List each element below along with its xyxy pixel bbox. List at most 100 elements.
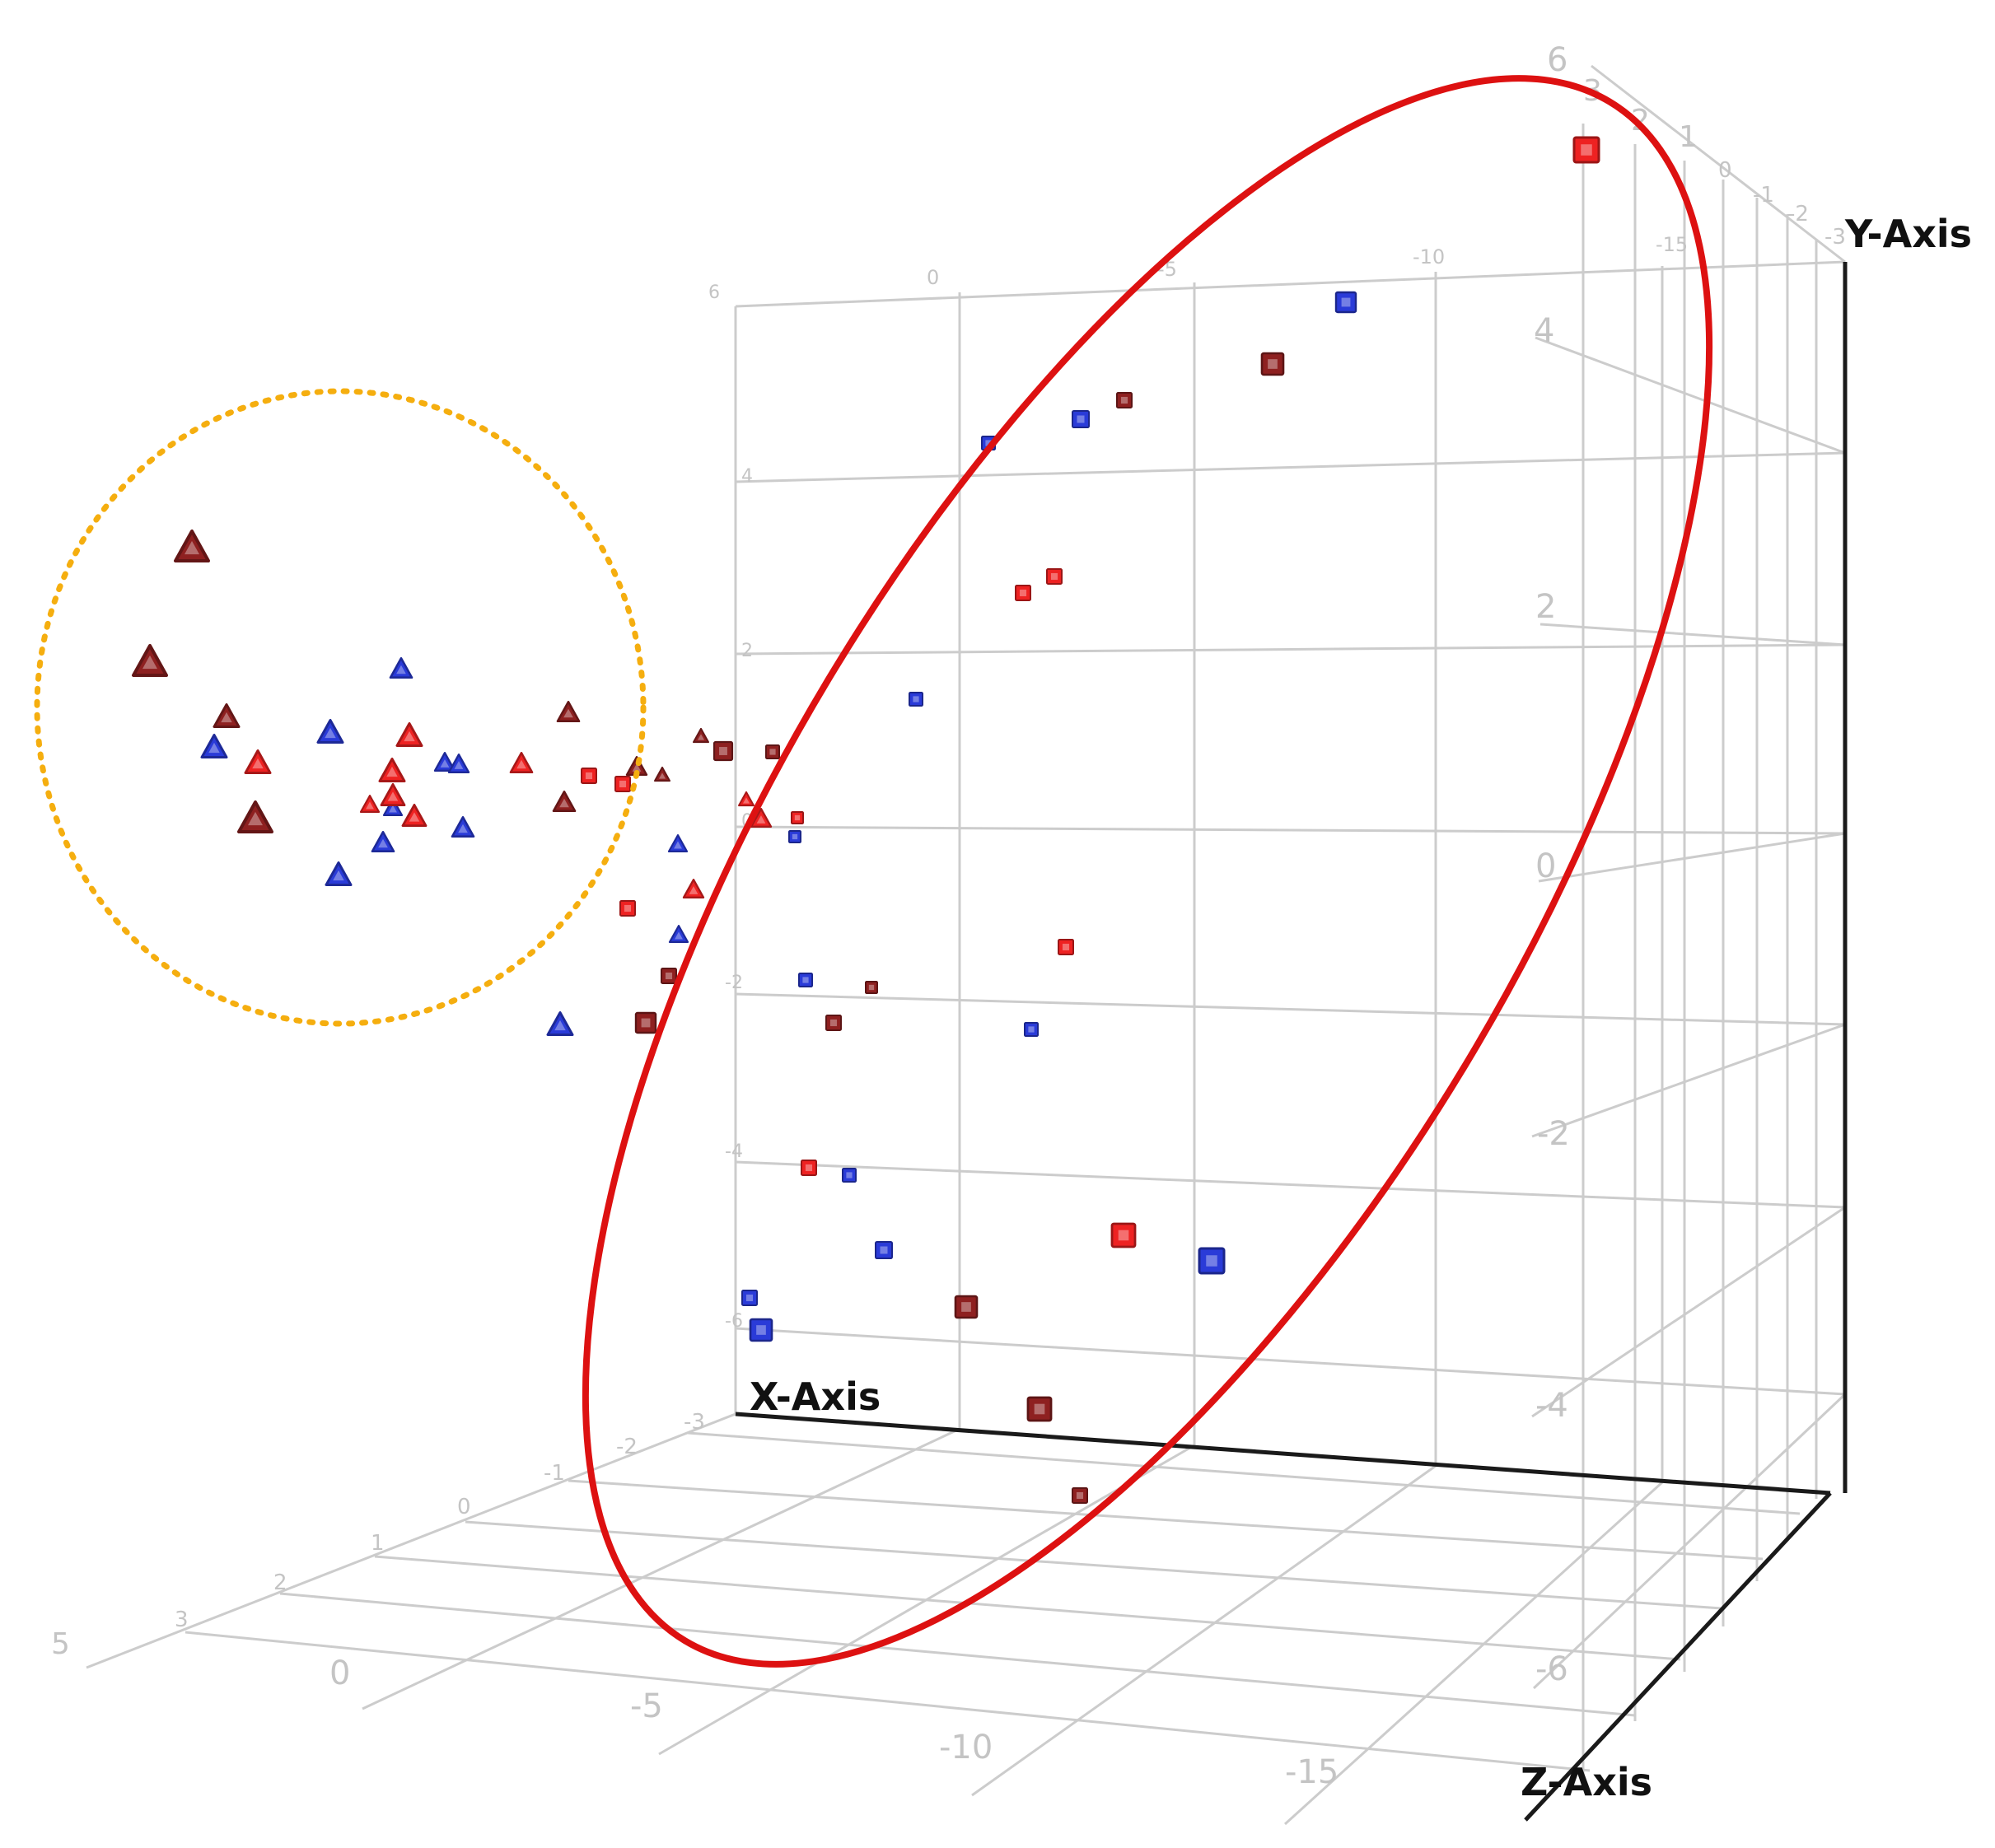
triangle-marker-highlight (142, 655, 157, 670)
triangle-marker (682, 878, 705, 899)
square-marker-highlight (1062, 943, 1070, 951)
x-axis-tick-front: -15 (1285, 1753, 1339, 1791)
triangle-marker-highlight (409, 812, 420, 822)
y-axis-tick-left: 2 (741, 641, 753, 661)
triangle-marker-highlight (366, 801, 374, 810)
square-marker-highlight (829, 1019, 838, 1027)
triangle-marker (316, 719, 344, 744)
data-markers (132, 136, 1600, 1504)
square-marker (1116, 392, 1133, 408)
square-marker (581, 768, 597, 784)
triangle-marker (667, 833, 689, 853)
triangle-marker (401, 804, 428, 827)
triangle-marker-highlight (658, 772, 666, 779)
square-marker (1015, 585, 1031, 601)
y-axis-tick-left: 6 (708, 282, 720, 303)
y-axis-tick-right: 4 (1534, 312, 1554, 350)
triangle-marker-highlight (689, 886, 698, 894)
square-marker (954, 1295, 979, 1319)
triangle-marker (237, 800, 273, 833)
square-marker (712, 740, 734, 762)
square-marker (865, 981, 878, 994)
triangle-marker-highlight (697, 734, 705, 740)
x-axis-title: X-Axis (750, 1374, 881, 1419)
triangle-marker-highlight (563, 708, 573, 718)
triangle-marker (668, 924, 689, 944)
square-marker-highlight (585, 772, 593, 780)
triangle-marker (693, 727, 709, 744)
z-axis-tick-left: 2 (273, 1570, 287, 1595)
square-marker (1110, 1222, 1137, 1248)
triangle-marker-highlight (632, 763, 642, 772)
square-marker (825, 1015, 842, 1031)
square-marker-highlight (1118, 1230, 1129, 1241)
triangle-marker (654, 766, 670, 782)
square-marker (741, 1290, 758, 1306)
triangle-marker (447, 754, 470, 773)
z-axis-title: Z-Axis (1521, 1760, 1652, 1804)
triangle-marker (451, 815, 475, 838)
square-marker-highlight (745, 1294, 754, 1302)
y-axis-tick-right: 0 (1535, 847, 1556, 885)
z-axis-tick-left: 5 (51, 1627, 70, 1661)
square-marker-highlight (868, 984, 875, 991)
triangle-marker (546, 1011, 574, 1036)
back-wall-grid (734, 260, 1846, 1482)
triangle-marker (378, 758, 406, 782)
square-marker-highlight (794, 814, 801, 821)
square-marker-highlight (802, 977, 809, 983)
z-axis-tick-left: -1 (544, 1461, 565, 1486)
square-marker (1198, 1247, 1226, 1275)
triangle-marker-highlight (378, 838, 388, 848)
y-axis-tick-left: -2 (725, 973, 743, 993)
square-marker (765, 744, 780, 759)
square-marker-highlight (619, 780, 627, 788)
square-marker (1046, 568, 1063, 585)
triangle-marker-highlight (675, 931, 683, 940)
square-marker-highlight (792, 833, 798, 840)
square-marker (798, 973, 813, 987)
square-marker (661, 968, 677, 984)
square-marker (634, 1011, 657, 1034)
square-marker (1260, 352, 1285, 376)
y-axis-tick-left: -6 (725, 1311, 743, 1332)
triangle-marker-highlight (185, 540, 199, 555)
triangle-marker (359, 794, 381, 814)
triangle-marker-highlight (386, 766, 398, 777)
y-axis-tick-left: -4 (725, 1141, 743, 1162)
triangle-marker-highlight (333, 870, 344, 881)
z-axis-tick-left: 0 (457, 1495, 471, 1519)
triangle-marker (213, 703, 241, 728)
square-marker-highlight (1268, 359, 1278, 369)
square-marker (614, 776, 631, 792)
square-marker-highlight (1019, 589, 1027, 597)
triangle-marker (556, 700, 581, 723)
z-axis-tick-right: 1 (1679, 120, 1698, 154)
square-marker (619, 900, 636, 917)
triangle-marker-highlight (440, 759, 450, 768)
x-axis-tick-front: -5 (630, 1687, 663, 1725)
triangle-marker-highlight (404, 730, 415, 742)
z-axis-tick-right: -3 (1824, 225, 1846, 250)
square-marker-highlight (846, 1172, 853, 1178)
tick-labels: 0-5-10-150 -5-10-156420-2-4-66420-2-4-653… (51, 41, 1846, 1791)
z-axis-tick-left: 3 (175, 1608, 189, 1632)
square-marker (788, 830, 801, 843)
triangle-marker (750, 808, 773, 828)
square-marker-highlight (1076, 1491, 1084, 1500)
y-axis-tick-right: 6 (1547, 41, 1568, 79)
triangle-marker-highlight (396, 665, 406, 674)
triangle-marker (509, 751, 534, 774)
triangle-cluster-highlight (34, 388, 647, 1027)
triangle-marker (389, 656, 413, 679)
square-marker (875, 1241, 893, 1259)
square-cluster-highlight (582, 75, 1713, 1668)
y-axis-tick-right: -2 (1537, 1115, 1570, 1153)
z-axis-tick-right: 0 (1718, 158, 1732, 183)
triangle-marker-highlight (559, 798, 569, 808)
square-marker (1026, 1396, 1053, 1422)
triangle-marker (552, 790, 577, 813)
square-marker-highlight (913, 696, 919, 702)
